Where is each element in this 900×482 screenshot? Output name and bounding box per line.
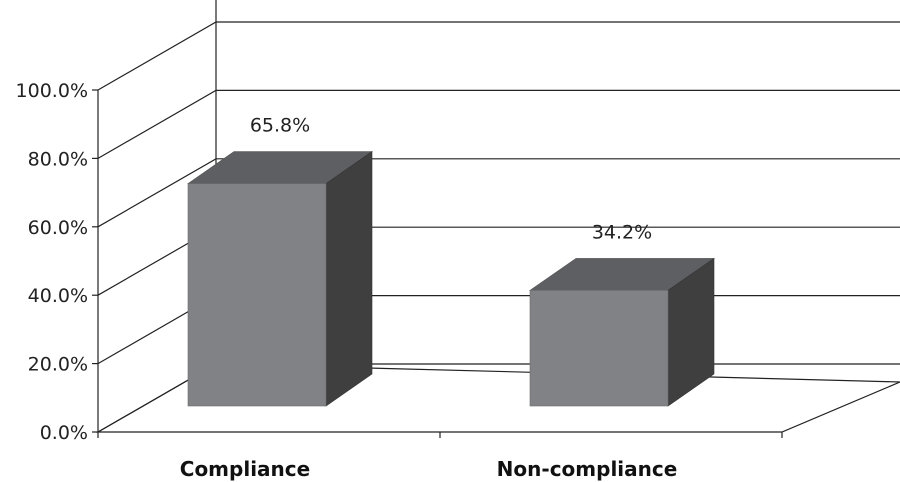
- data-label: 65.8%: [250, 115, 310, 137]
- x-category-label: Compliance: [180, 457, 310, 481]
- y-tick-label: 60.0%: [28, 217, 88, 239]
- bar-front-face: [529, 290, 669, 407]
- gridline: [97, 89, 900, 159]
- bar-side-face: [325, 151, 373, 407]
- y-tick-label: 0.0%: [40, 422, 88, 444]
- y-tick-label: 100.0%: [16, 80, 88, 102]
- bar: [529, 257, 715, 407]
- y-tick-label: 20.0%: [28, 354, 88, 376]
- y-tick-label: 80.0%: [28, 148, 88, 170]
- x-category-label: Non-compliance: [497, 457, 678, 481]
- bar-layer: [187, 151, 715, 407]
- floor: [95, 363, 900, 433]
- axis-layer: 0.0% 20.0% 40.0% 60.0% 80.0% 100.0%: [16, 80, 783, 444]
- data-label: 34.2%: [592, 221, 652, 243]
- y-tick-label: 40.0%: [28, 285, 88, 307]
- bar: [187, 151, 373, 407]
- bar-front-face: [187, 183, 327, 407]
- gridline: [97, 21, 900, 91]
- label-layer: 65.8% Compliance 34.2% Non-compliance: [180, 115, 678, 481]
